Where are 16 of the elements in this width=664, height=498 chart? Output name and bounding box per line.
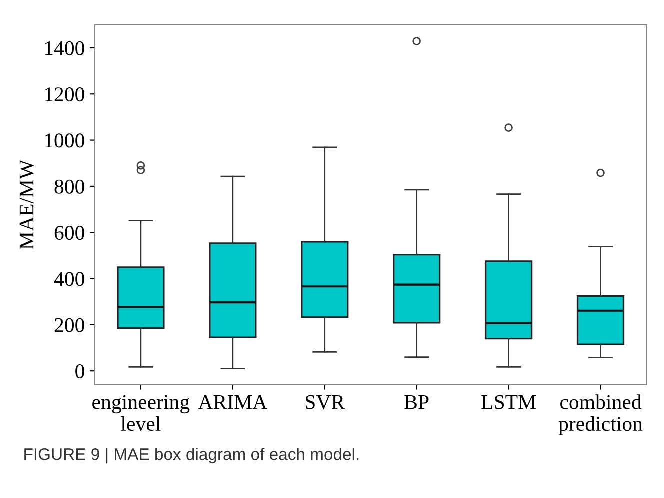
x-tick-label: engineering level xyxy=(92,395,190,432)
caption: FIGURE 9 | MAE box diagram of each model. xyxy=(24,448,359,464)
x-tick-label: BP xyxy=(404,395,429,410)
y-tick-label: 800 xyxy=(54,180,84,194)
y-tick-label: 400 xyxy=(54,272,84,286)
x-tick-label: LSTM xyxy=(482,395,536,410)
x-tick-label: combined prediction xyxy=(558,394,643,436)
y-tick-label: 1400 xyxy=(45,41,84,56)
y-tick-label: 1200 xyxy=(45,88,84,102)
x-tick-label: SVR xyxy=(306,395,346,410)
y-tick-label: 0 xyxy=(76,364,84,379)
y-axis-title: MAE/MW xyxy=(20,160,34,250)
y-tick-label: 1000 xyxy=(45,134,84,148)
y-tick-label: 600 xyxy=(54,226,84,240)
x-tick-label: ARIMA xyxy=(198,395,268,410)
y-tick-label: 200 xyxy=(54,318,84,332)
